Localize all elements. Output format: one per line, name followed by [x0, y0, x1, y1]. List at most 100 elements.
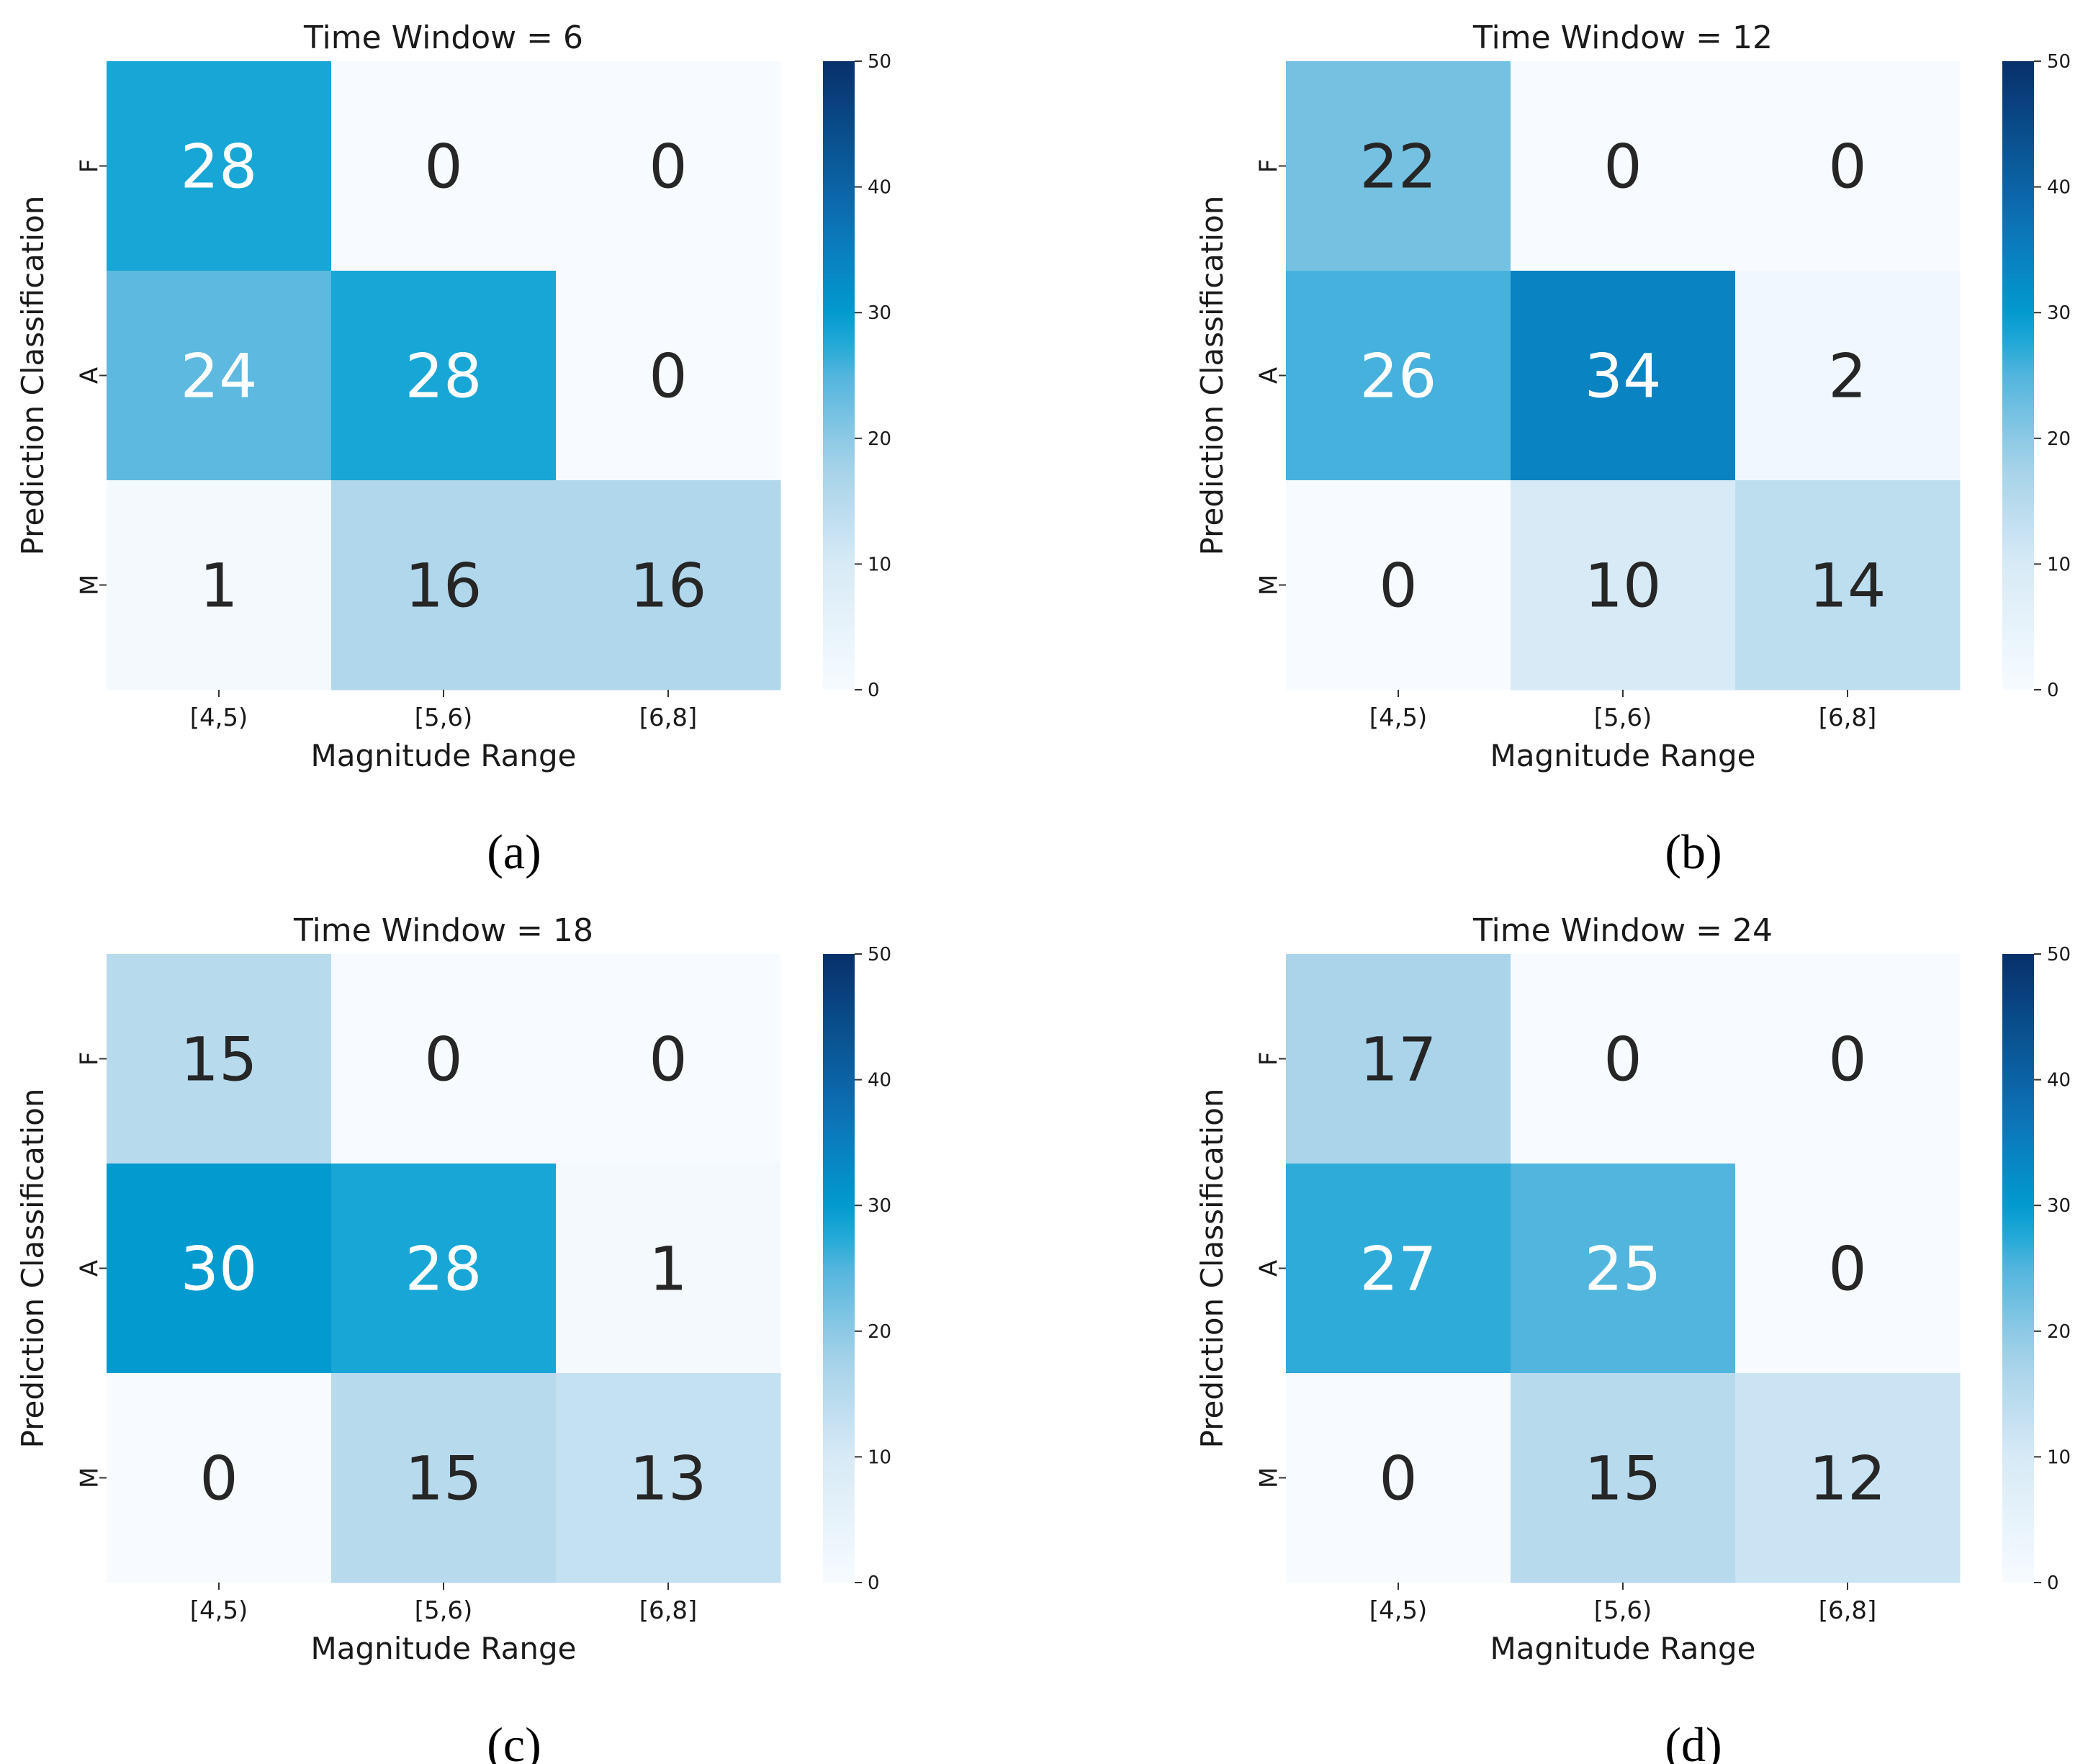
x-tick-label: [5,6) — [1594, 703, 1652, 732]
x-tick-label: [4,5) — [190, 1596, 248, 1625]
cell-value-label: 0 — [649, 341, 687, 412]
cell-value-label: 0 — [1379, 1444, 1417, 1514]
y-tick-label: A — [76, 1260, 104, 1277]
colorbar-tick-label: 40 — [2047, 177, 2071, 199]
y-tick-label: F — [1255, 159, 1284, 174]
colorbar-tick-label: 30 — [868, 1195, 891, 1217]
x-tick-label: [6,8] — [639, 703, 698, 732]
panel-title: Time Window = 6 — [303, 19, 583, 56]
heatmap-cell — [1511, 1164, 1736, 1374]
heatmap-panel-a: Time Window = 6 28 0 0 24 28 0 1 16 16 F A M [4,5) [5,… — [15, 19, 891, 879]
heatmap-cell — [107, 271, 332, 481]
y-tick-label: F — [1255, 1052, 1284, 1066]
colorbar-tick-label: 50 — [2047, 51, 2071, 73]
heatmap-cell — [1735, 954, 1961, 1164]
cell-value-label: 15 — [405, 1444, 482, 1514]
cell-value-label: 0 — [649, 132, 687, 202]
heatmap-cell — [1511, 954, 1736, 1164]
cell-value-label: 12 — [1809, 1444, 1886, 1514]
cell-value-label: 24 — [181, 341, 258, 412]
heatmap-cell — [107, 480, 332, 690]
heatmap-cell — [1286, 954, 1511, 1164]
x-tick-label: [4,5) — [1369, 703, 1428, 732]
cell-value-label: 0 — [424, 1025, 462, 1095]
colorbar — [2002, 954, 2034, 1583]
heatmap-cell — [556, 480, 781, 690]
panel-label: (b) — [1665, 824, 1722, 879]
heatmap-cell — [1286, 61, 1511, 271]
x-tick-label: [6,8] — [1819, 703, 1877, 732]
cell-value-label: 0 — [649, 1025, 687, 1095]
colorbar-tick-label: 20 — [868, 428, 891, 450]
cell-value-label: 30 — [181, 1234, 258, 1305]
colorbar-tick-label: 10 — [868, 1446, 891, 1468]
panel-title: Time Window = 18 — [293, 912, 593, 949]
cell-value-label: 15 — [1585, 1444, 1662, 1514]
colorbar-tick-label: 0 — [868, 680, 880, 701]
cell-value-label: 28 — [181, 132, 258, 202]
x-tick-label: [6,8] — [639, 1596, 698, 1625]
cell-value-label: 26 — [1360, 341, 1437, 412]
colorbar-tick-label: 10 — [2047, 1446, 2071, 1468]
x-tick-label: [6,8] — [1819, 1596, 1877, 1625]
cell-value-label: 1 — [649, 1234, 687, 1305]
cell-value-label: 16 — [630, 551, 707, 621]
colorbar-tick-label: 50 — [868, 944, 891, 966]
cell-value-label: 22 — [1360, 132, 1437, 202]
heatmap-cell — [1511, 271, 1736, 481]
cell-value-label: 25 — [1585, 1234, 1662, 1305]
heatmap-cell — [1735, 1373, 1961, 1583]
heatmap-cell — [331, 61, 557, 271]
heatmap-cell — [107, 1373, 332, 1583]
cell-value-label: 0 — [1828, 132, 1866, 202]
cell-value-label: 0 — [1603, 132, 1642, 202]
y-tick-label: A — [1255, 367, 1284, 384]
panel-label: (a) — [487, 824, 541, 879]
x-tick-label: [5,6) — [415, 1596, 473, 1625]
colorbar-tick-label: 20 — [2047, 1321, 2071, 1343]
heatmap-cell — [1511, 61, 1736, 271]
x-tick-label: [5,6) — [415, 703, 473, 732]
panel-title: Time Window = 12 — [1472, 19, 1773, 56]
heatmap-cell — [331, 1164, 557, 1374]
cell-value-label: 28 — [405, 1234, 482, 1305]
heatmap-cell — [1511, 1373, 1736, 1583]
panel-label: (c) — [487, 1717, 541, 1764]
y-axis-label: Prediction Classification — [1194, 196, 1230, 556]
heatmap-cell — [556, 1164, 781, 1374]
cell-value-label: 28 — [405, 341, 482, 412]
heatmap-cell — [1735, 480, 1961, 690]
heatmap-cell — [556, 954, 781, 1164]
heatmap-cell — [1286, 271, 1511, 481]
heatmap-cell — [1735, 1164, 1961, 1374]
heatmap-cell — [331, 1373, 557, 1583]
x-tick-label: [5,6) — [1594, 1596, 1652, 1625]
x-tick-label: [4,5) — [190, 703, 248, 732]
cell-value-label: 13 — [630, 1444, 707, 1514]
x-axis-label: Magnitude Range — [1490, 1631, 1756, 1666]
x-tick-label: [4,5) — [1369, 1596, 1428, 1625]
colorbar-tick-label: 20 — [868, 1321, 891, 1343]
cell-value-label: 10 — [1585, 551, 1662, 621]
y-axis-label: Prediction Classification — [15, 1089, 50, 1449]
y-tick-label: M — [76, 575, 104, 595]
y-tick-label: M — [1255, 1467, 1284, 1488]
heatmap-cell — [1511, 480, 1736, 690]
x-axis-label: Magnitude Range — [1490, 738, 1756, 773]
y-tick-label: M — [76, 1467, 104, 1488]
colorbar-tick-label: 30 — [868, 302, 891, 324]
colorbar — [823, 954, 855, 1583]
heatmap-cell — [1286, 1164, 1511, 1374]
colorbar-tick-label: 40 — [868, 177, 891, 199]
cell-value-label: 17 — [1360, 1025, 1437, 1095]
colorbar-tick-label: 30 — [2047, 1195, 2071, 1217]
cell-value-label: 16 — [405, 551, 482, 621]
colorbar-tick-label: 0 — [2047, 1572, 2059, 1594]
colorbar-tick-label: 30 — [2047, 302, 2071, 324]
cell-value-label: 2 — [1828, 341, 1866, 412]
heatmap-cell — [1735, 271, 1961, 481]
heatmap-cell — [1735, 61, 1961, 271]
cell-value-label: 0 — [1828, 1234, 1866, 1305]
heatmap-cell — [331, 480, 557, 690]
colorbar-tick-label: 10 — [2047, 554, 2071, 575]
